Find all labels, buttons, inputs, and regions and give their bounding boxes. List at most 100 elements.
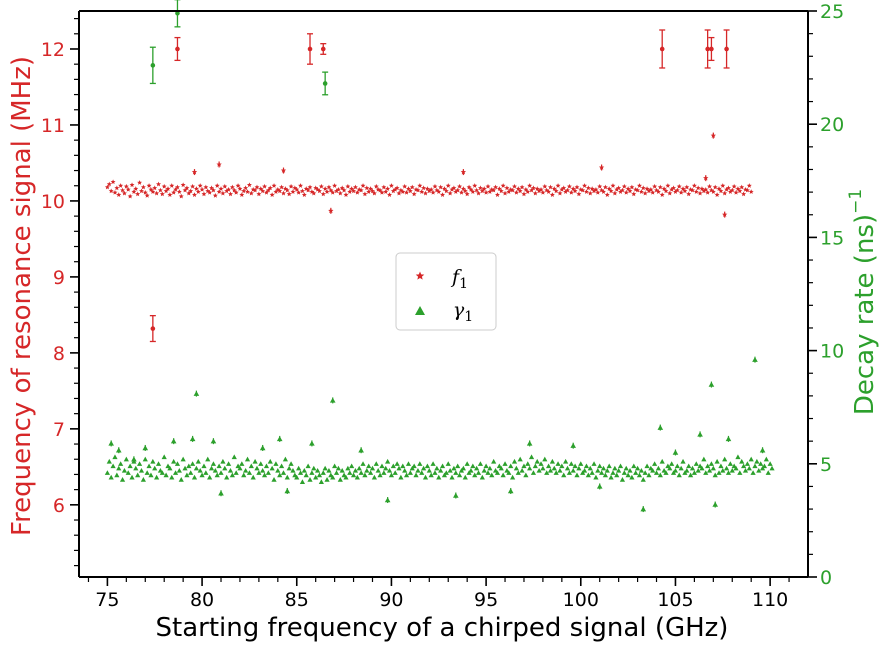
f1-point [226,186,232,192]
gamma1-point [290,467,296,473]
f1-point [379,189,385,195]
f1-outlier-point [320,46,326,52]
f1-point [402,183,408,189]
f1-point [118,183,124,188]
gamma1-point [523,472,529,478]
f1-point [351,188,357,194]
f1-point [699,186,705,191]
f1-point [748,189,754,194]
gamma1-point [650,467,656,473]
gamma1-point [475,470,482,475]
f1-point [184,185,190,191]
gamma1-point [542,456,548,462]
gamma1-point [186,463,192,469]
gamma1-point [494,470,501,475]
gamma1-point [286,465,292,471]
gamma1-point [597,463,603,469]
gamma1-point [625,472,631,478]
gamma1-point [750,470,756,475]
f1-point [438,184,444,190]
f1-point [311,190,317,196]
gamma1-point [385,458,391,464]
f1-point [428,186,434,192]
gamma1-point [146,463,152,469]
gamma1-point [369,465,376,471]
f1-point [360,183,366,188]
gamma1-point [277,472,283,478]
gamma1-point [210,461,217,466]
f1-point [163,188,169,194]
f1-point [504,185,510,191]
gamma1-point [610,470,616,475]
gamma1-highlight-point [108,440,114,446]
gamma1-point [561,472,567,478]
f1-highlight-point [598,164,605,170]
f1-point [368,186,374,191]
gamma1-point [193,465,199,471]
f1-point [597,183,603,189]
f1-highlight-point [191,169,198,175]
gamma1-point [112,454,118,460]
gamma1-point [667,465,673,471]
f1-point [387,192,393,197]
gamma1-point [371,474,377,480]
gamma1-point [417,461,423,466]
gamma1-point [163,472,169,478]
gamma1-point [403,472,410,478]
gamma1-point [517,456,523,462]
gamma1-point [220,458,226,464]
gamma1-point [455,463,461,469]
f1-point [648,186,654,192]
f1-point [125,186,131,192]
gamma1-point [708,461,715,466]
gamma1-point [282,456,288,462]
f1-point [727,189,733,194]
f1-point [619,187,625,193]
gamma1-point [171,458,177,464]
gamma1-highlight-point [712,501,719,507]
gamma1-point [426,467,432,473]
f1-point [608,188,614,194]
f1-point [712,184,718,190]
f1-point [328,187,334,193]
gamma1-point [608,474,614,480]
f1-point [604,192,610,197]
gamma1-point [633,470,639,475]
gamma1-point [260,467,266,473]
gamma1-point [627,467,633,473]
gamma1-point [727,461,733,466]
f1-point [744,187,750,193]
f1-point [337,190,343,196]
f1-point [587,190,593,196]
f1-point [301,192,307,197]
f1-point [339,185,345,191]
gamma1-point [638,467,644,473]
gamma1-point [311,465,317,471]
gamma1-point [589,470,595,475]
x-axis-title: Starting frequency of a chirped signal (… [156,613,729,643]
f1-point [536,188,542,194]
legend: f1 γ1 [395,252,497,331]
f1-point [201,191,207,197]
f1-point [548,184,553,190]
gamma1-point [525,461,531,466]
f1-point [729,187,735,193]
gamma1-point [534,458,540,464]
gamma1-point [322,465,328,471]
gamma1-point [720,467,726,473]
gamma1-outlier-point [322,81,328,86]
f1-point [277,188,283,194]
gamma1-point [521,463,527,469]
f1-point [345,183,351,189]
gamma1-point [684,467,690,473]
gamma1-point [754,458,760,464]
f1-point [557,190,563,196]
f1-point [667,190,673,196]
f1-point [493,184,499,190]
f1-point [479,188,485,194]
f1-point [513,189,519,195]
gamma1-point [701,456,707,462]
gamma1-highlight-point [570,442,577,448]
f1-point [616,185,622,191]
gamma1-point [269,465,275,471]
